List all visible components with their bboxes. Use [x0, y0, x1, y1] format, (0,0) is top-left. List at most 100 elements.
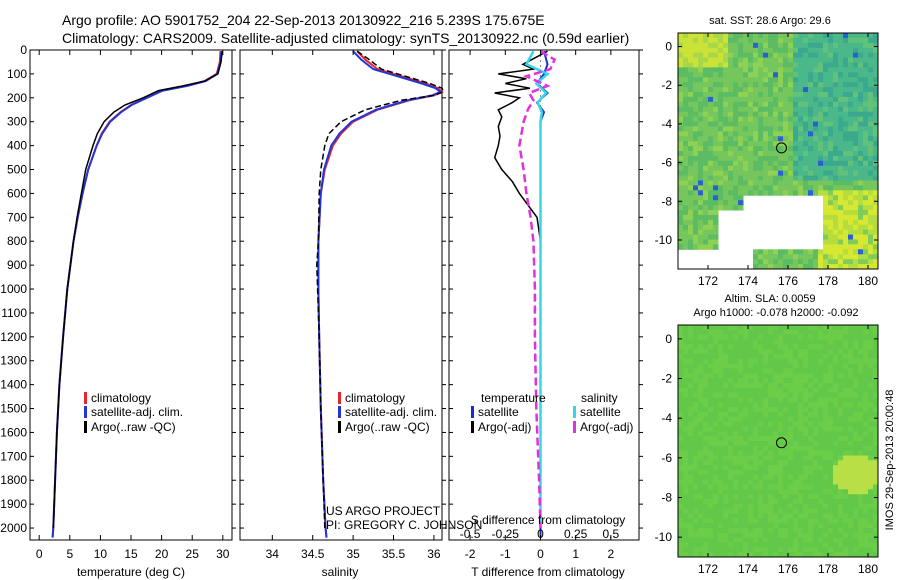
map-cell	[713, 416, 719, 423]
map-cell	[818, 358, 824, 365]
map-cell	[823, 421, 829, 427]
map-cell	[828, 416, 834, 423]
map-cell	[858, 185, 864, 191]
map-cell	[708, 141, 714, 147]
map-cell	[723, 82, 729, 88]
map-cell	[868, 397, 874, 403]
map-cell	[683, 378, 689, 384]
map-cell	[818, 494, 824, 500]
map-cell	[818, 445, 824, 452]
map-cell	[868, 224, 874, 231]
map-cell	[838, 72, 844, 78]
map-cell	[848, 450, 854, 456]
map-cell	[828, 431, 834, 437]
map-cell	[738, 155, 744, 162]
map-cell	[773, 165, 779, 172]
map-cell	[868, 180, 874, 186]
map-cell	[763, 537, 769, 543]
map-cell	[853, 426, 859, 432]
map-cell	[723, 474, 729, 481]
map-cell	[768, 358, 774, 365]
map-cell	[708, 547, 714, 553]
map-cell	[808, 180, 814, 186]
map-cell	[823, 450, 829, 456]
map-cell	[703, 62, 709, 68]
map-cell	[703, 528, 709, 534]
map-cell	[688, 170, 694, 177]
map-cell	[813, 354, 819, 360]
map-cell	[713, 175, 719, 181]
map-cell	[853, 224, 859, 231]
map-cell	[788, 528, 794, 534]
map-cell	[813, 42, 819, 49]
map-cell	[858, 368, 864, 374]
map-cell	[803, 42, 809, 49]
map-cell	[853, 141, 859, 147]
map-cell	[828, 397, 834, 403]
map-cell	[818, 151, 824, 157]
map-cell	[728, 537, 734, 543]
map-cell	[698, 101, 704, 108]
map-cell	[853, 96, 859, 103]
legend-title-salinity: salinity	[581, 391, 618, 405]
map-cell	[743, 185, 749, 191]
map-cell	[768, 42, 774, 49]
map-cell	[713, 329, 719, 336]
map-cell	[843, 87, 849, 93]
map-cell	[783, 42, 789, 49]
map-cell	[743, 528, 749, 534]
map-cell	[788, 67, 794, 73]
map-cell	[688, 503, 694, 510]
map-cell	[803, 170, 809, 177]
map-cell	[743, 180, 749, 186]
map-cell	[823, 329, 829, 336]
map-cell	[813, 57, 819, 63]
map-cell	[848, 131, 854, 137]
map-cell	[708, 33, 714, 39]
map-cell	[813, 52, 819, 59]
map-cell	[848, 141, 854, 147]
map-cell	[758, 136, 764, 142]
map-cell	[788, 259, 794, 265]
map-cell	[803, 77, 809, 83]
map-cell	[738, 470, 744, 476]
map-cell	[838, 239, 844, 245]
map-cell	[818, 185, 824, 191]
map-cell	[688, 474, 694, 481]
map-cell	[753, 378, 759, 384]
map-cell	[763, 489, 769, 495]
map-cell	[688, 229, 694, 236]
map-cell	[788, 455, 794, 461]
map-cell	[793, 373, 799, 379]
map-cell	[693, 141, 699, 147]
map-cell	[758, 445, 764, 452]
map-cell	[678, 358, 684, 365]
map-cell	[773, 528, 779, 534]
map-cell	[863, 151, 869, 157]
map-cell	[833, 259, 839, 265]
map-cell	[693, 175, 699, 181]
map-cell	[853, 77, 859, 83]
map-cell	[703, 136, 709, 142]
map-cell	[778, 264, 784, 270]
map-cell	[808, 92, 814, 98]
map-cell	[678, 542, 684, 548]
map-cell	[753, 180, 759, 186]
map-cell	[858, 101, 864, 108]
map-cell	[678, 508, 684, 514]
map-cell	[688, 421, 694, 427]
map-cell	[868, 116, 874, 122]
map-cell	[688, 489, 694, 495]
map-cell	[728, 160, 734, 167]
map-cell	[693, 160, 699, 167]
map-cell	[843, 378, 849, 384]
map-cell	[733, 200, 739, 206]
map-cell	[813, 474, 819, 481]
map-cell	[788, 151, 794, 157]
map-cell	[813, 503, 819, 510]
header-line-2: Climatology: CARS2009. Satellite-adjuste…	[62, 30, 629, 46]
map-cell	[843, 52, 849, 59]
map-cell	[753, 465, 759, 471]
map-cell	[773, 431, 779, 437]
map-cell	[843, 431, 849, 437]
